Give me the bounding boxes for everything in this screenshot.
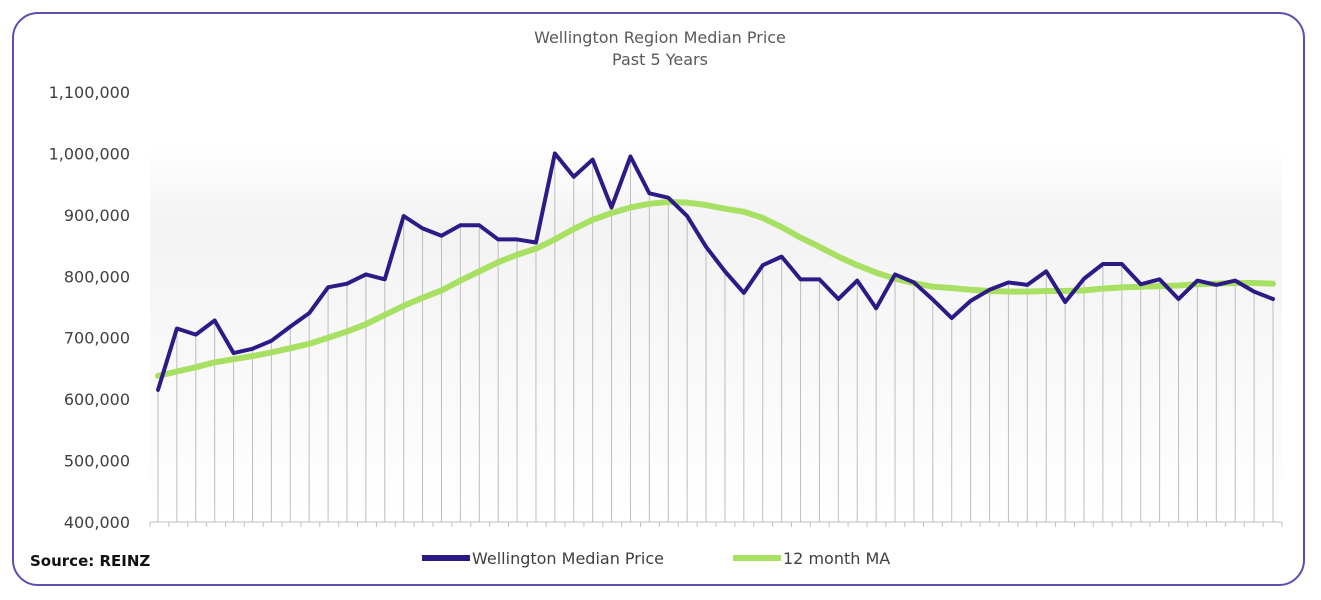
plot-area (150, 146, 1282, 522)
series-line-median-price (156, 151, 1275, 392)
y-tick-label: 900,000 (64, 206, 130, 225)
legend-label-12-month-ma: 12 month MA (783, 549, 890, 568)
series-line-12-month-ma (155, 198, 1276, 379)
chart-subtitle: Past 5 Years (612, 50, 708, 69)
y-tick-label: 500,000 (64, 452, 130, 471)
chart-title: Wellington Region Median Price (534, 28, 786, 47)
source-label: Source: REINZ (30, 552, 151, 570)
y-tick-label: 600,000 (64, 390, 130, 409)
y-tick-label: 800,000 (64, 267, 130, 286)
y-tick-label: 700,000 (64, 329, 130, 348)
y-tick-label: 1,000,000 (49, 144, 130, 163)
y-tick-label: 400,000 (64, 513, 130, 532)
y-tick-label: 1,100,000 (49, 83, 130, 102)
legend-label-median-price: Wellington Median Price (472, 549, 664, 568)
